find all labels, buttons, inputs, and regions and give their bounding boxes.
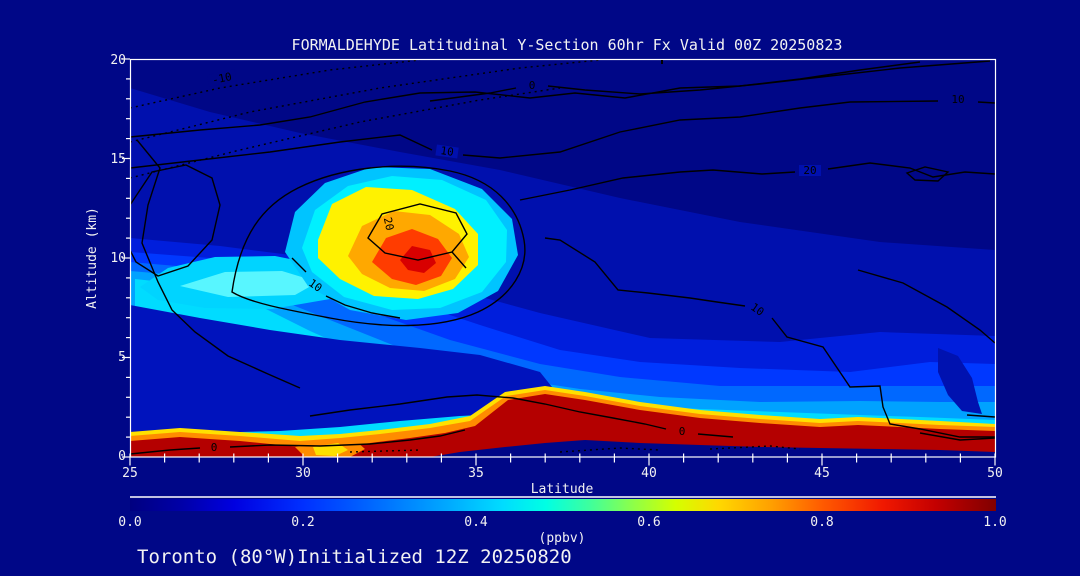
svg-text:10: 10 bbox=[440, 144, 455, 159]
plot-field bbox=[130, 59, 996, 457]
x-axis-ticks bbox=[129, 453, 996, 466]
colorbar-tick-label: 0.4 bbox=[464, 515, 488, 530]
contour-lines bbox=[130, 59, 996, 455]
chart-title: FORMALDEHYDE Latitudinal Y-Section 60hr … bbox=[292, 36, 843, 54]
svg-text:20: 20 bbox=[381, 216, 396, 232]
y-tick-label: 0 bbox=[118, 449, 126, 464]
colorbar-unit-label: (ppbv) bbox=[539, 531, 586, 546]
y-axis: 20 15 10 5 0 bbox=[110, 53, 126, 464]
plot-frame bbox=[129, 58, 997, 458]
x-axis-title: Latitude bbox=[531, 482, 594, 497]
contour-label-neg10: -10 bbox=[206, 69, 237, 87]
x-tick-label: 45 bbox=[814, 466, 830, 481]
contour-label-10-topright: 10 bbox=[947, 93, 969, 106]
colorbar-tick-label: 1.0 bbox=[983, 515, 1006, 530]
colorbar-tick-labels: 0.0 0.2 0.4 0.6 0.8 1.0 bbox=[118, 515, 1006, 530]
x-axis: 25 30 35 40 45 50 bbox=[122, 466, 1003, 481]
y-axis-title: Altitude (km) bbox=[85, 207, 100, 309]
colorbar-tick-label: 0.2 bbox=[291, 515, 314, 530]
svg-text:0: 0 bbox=[529, 79, 536, 92]
contour-label-10-midright: 10 bbox=[748, 300, 766, 318]
colorbar-tick-label: 0.8 bbox=[810, 515, 833, 530]
x-tick-label: 25 bbox=[122, 466, 138, 481]
colorbar-gradient bbox=[130, 499, 996, 511]
x-tick-label: 35 bbox=[468, 466, 484, 481]
svg-text:10: 10 bbox=[951, 93, 964, 106]
contour-label-0-bottommid: 0 bbox=[679, 425, 686, 438]
colorbar-tick-label: 0.6 bbox=[637, 515, 660, 530]
contour-label-20-right: 20 bbox=[799, 164, 821, 177]
x-tick-label: 30 bbox=[295, 466, 311, 481]
y-tick-label: 10 bbox=[110, 251, 126, 266]
colorbar-tick-label: 0.0 bbox=[118, 515, 141, 530]
y-tick-label: 5 bbox=[118, 350, 126, 365]
svg-text:10: 10 bbox=[306, 276, 324, 294]
svg-text:0: 0 bbox=[211, 441, 218, 454]
svg-text:20: 20 bbox=[803, 164, 816, 177]
svg-text:10: 10 bbox=[748, 300, 766, 318]
colorbar: 0.0 0.2 0.4 0.6 0.8 1.0 (ppbv) bbox=[118, 496, 1007, 546]
contour-label-20-hotspot: 20 bbox=[381, 216, 396, 232]
contour-label-0-top: 0 bbox=[529, 79, 536, 92]
contour-label-10-left: 10 bbox=[435, 144, 459, 159]
y-tick-label: 20 bbox=[110, 53, 126, 68]
svg-text:0: 0 bbox=[679, 425, 686, 438]
contour-label-10-plume: 10 bbox=[306, 276, 324, 294]
footer-caption: Toronto (80°W)Initialized 12Z 20250820 bbox=[137, 546, 572, 568]
contour-label-0-bottomleft: 0 bbox=[211, 441, 218, 454]
y-axis-ticks bbox=[122, 58, 130, 458]
contour-value-labels: -10 0 10 10 20 10 20 10 0 0 bbox=[206, 69, 969, 454]
y-tick-label: 15 bbox=[110, 152, 126, 167]
x-tick-label: 40 bbox=[641, 466, 657, 481]
x-tick-label: 50 bbox=[987, 466, 1003, 481]
svg-text:-10: -10 bbox=[211, 70, 233, 87]
